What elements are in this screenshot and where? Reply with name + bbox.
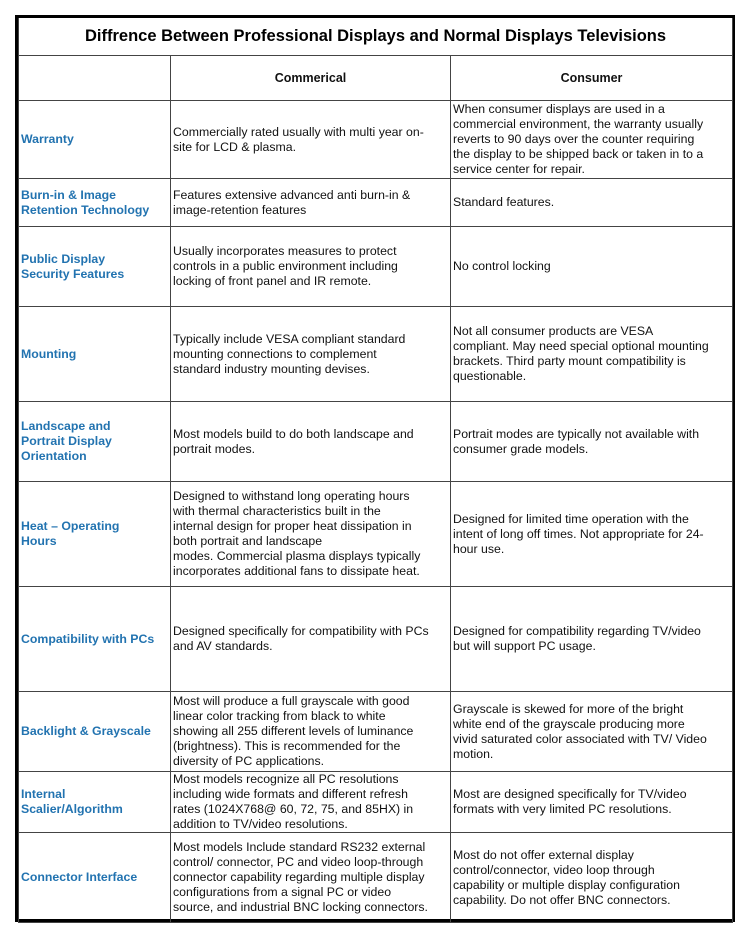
commercial-cell: Designed to withstand long operating hou… — [170, 481, 451, 587]
header-blank — [18, 55, 171, 101]
feature-cell: Mounting — [18, 306, 171, 402]
table-row: Compatibility with PCs Designed specifica… — [18, 586, 734, 692]
table-row: Heat – Operating Hours Designed to withst… — [18, 481, 734, 587]
table-row: Internal Scalier/Algorithm Most models re… — [18, 771, 734, 833]
consumer-cell: Designed for compatibility regarding TV/… — [449, 586, 734, 692]
table-row: Public Display Security Features Usually … — [18, 226, 734, 307]
commercial-cell: Most models build to do both landscape a… — [170, 401, 451, 482]
consumer-cell: Portrait modes are typically not availab… — [449, 401, 734, 482]
consumer-cell: Most are designed specifically for TV/vi… — [449, 771, 734, 833]
feature-cell: Connector Interface — [18, 832, 171, 923]
consumer-cell: Not all consumer products are VESA compl… — [449, 306, 734, 402]
commercial-cell: Typically include VESA compliant standar… — [170, 306, 451, 402]
consumer-cell: When consumer displays are used in a com… — [449, 100, 734, 179]
commercial-cell: Most models Include standard RS232 exter… — [170, 832, 451, 923]
consumer-cell: Designed for limited time operation with… — [449, 481, 734, 587]
table-row: Connector Interface Most models Include s… — [18, 832, 734, 923]
comparison-table: Diffrence Between Professional Displays … — [15, 15, 735, 923]
feature-cell: Warranty — [18, 100, 171, 179]
feature-cell: Internal Scalier/Algorithm — [18, 771, 171, 833]
table-row: Burn-in & Image Retention Technology Feat… — [18, 178, 734, 227]
consumer-cell: Most do not offer external display contr… — [449, 832, 734, 923]
table-row: Backlight & Grayscale Most will produce a… — [18, 691, 734, 772]
commercial-cell: Most will produce a full grayscale with … — [170, 691, 451, 772]
header-commercial: Commerical — [170, 55, 451, 101]
consumer-cell: No control locking — [449, 226, 734, 307]
commercial-cell: Designed specifically for compatibility … — [170, 586, 451, 692]
feature-cell: Backlight & Grayscale — [18, 691, 171, 772]
commercial-cell: Features extensive advanced anti burn-in… — [170, 178, 451, 227]
header-consumer: Consumer — [449, 55, 734, 101]
feature-cell: Compatibility with PCs — [18, 586, 171, 692]
feature-cell: Heat – Operating Hours — [18, 481, 171, 587]
consumer-cell: Grayscale is skewed for more of the brig… — [449, 691, 734, 772]
feature-cell: Landscape and Portrait Display Orientati… — [18, 401, 171, 482]
table-row: Warranty Commercially rated usually with … — [18, 100, 734, 179]
feature-cell: Burn-in & Image Retention Technology — [18, 178, 171, 227]
feature-cell: Public Display Security Features — [18, 226, 171, 307]
table-row: Landscape and Portrait Display Orientati… — [18, 401, 734, 482]
commercial-cell: Commercially rated usually with multi ye… — [170, 100, 451, 179]
consumer-cell: Standard features. — [449, 178, 734, 227]
table-title: Diffrence Between Professional Displays … — [17, 18, 734, 56]
commercial-cell: Most models recognize all PC resolutions… — [170, 771, 451, 833]
commercial-cell: Usually incorporates measures to protect… — [170, 226, 451, 307]
table-row: Mounting Typically include VESA compliant… — [18, 306, 734, 402]
